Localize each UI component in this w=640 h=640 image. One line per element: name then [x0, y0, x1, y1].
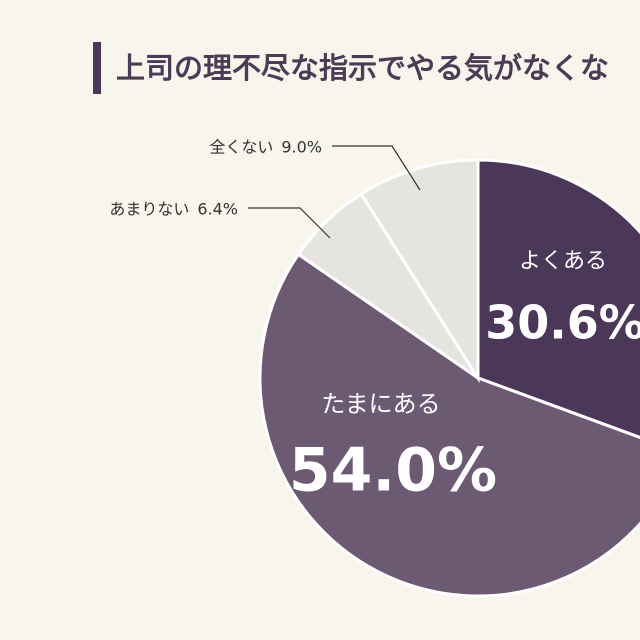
slice-value: 54.0% [289, 436, 497, 506]
slice-label: よくある [519, 249, 607, 274]
slice-label: 全くない [209, 138, 273, 157]
leader-line [248, 207, 331, 239]
slice-value: 9.0% [281, 138, 322, 157]
chart-title: 上司の理不尽な指示でやる気がなくな [116, 51, 609, 85]
slice-label: たまにある [321, 390, 440, 418]
title-bar [93, 42, 101, 94]
pie-slice [476, 158, 640, 440]
pie-slice [258, 252, 640, 598]
slice-value: 6.4% [197, 200, 238, 219]
slice-value: 30.6% [485, 296, 640, 350]
pie-slice [359, 158, 480, 384]
slice-label: あまりない [109, 200, 189, 219]
leader-line [332, 145, 421, 191]
